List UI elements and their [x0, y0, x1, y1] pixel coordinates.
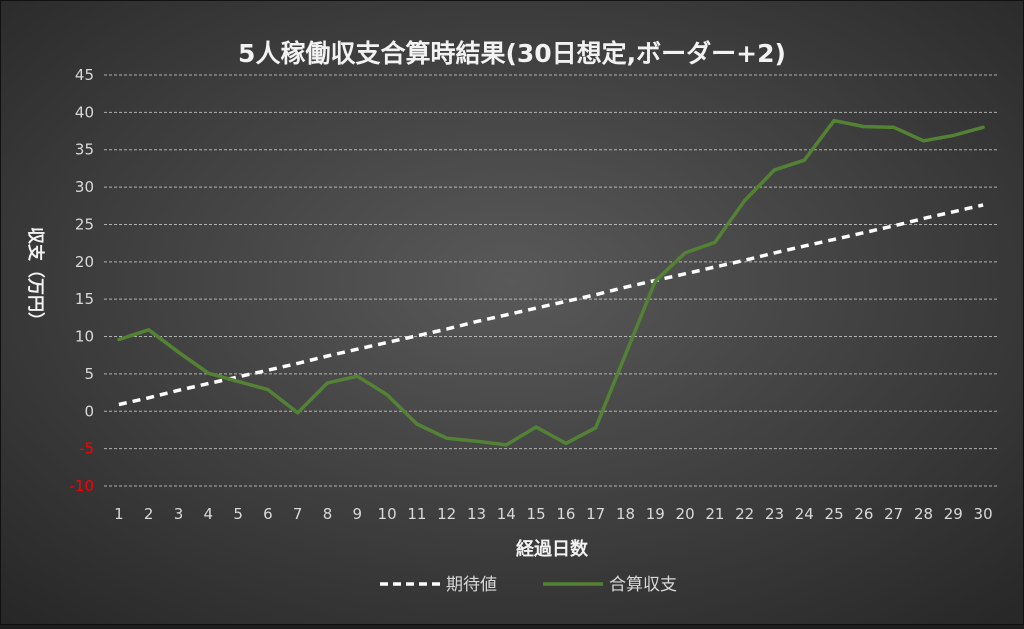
- x-tick-label: 5: [233, 505, 243, 523]
- series-line: [117, 118, 985, 447]
- legend-label: 合算収支: [609, 575, 677, 595]
- x-tick-label: 3: [174, 505, 184, 523]
- x-tick-label: 1: [114, 505, 124, 523]
- y-axis-label: 収支（万円）: [25, 227, 46, 329]
- x-tick-label: 28: [914, 505, 933, 523]
- x-tick-label: 19: [646, 505, 665, 523]
- x-tick-label: 8: [323, 505, 333, 523]
- x-tick-label: 25: [825, 505, 844, 523]
- y-tick-labels: -10 -5 0 5 10 15 20 25 30 35 40 45: [70, 66, 95, 495]
- x-tick-label: 23: [765, 505, 784, 523]
- x-tick-label: 16: [556, 505, 575, 523]
- x-tick-label: 6: [263, 505, 273, 523]
- y-tick-label: 30: [75, 178, 94, 196]
- x-tick-label: 20: [676, 505, 695, 523]
- x-axis-label: 経過日数: [516, 538, 589, 560]
- x-tick-label: 10: [378, 505, 397, 523]
- y-tick-label: 40: [75, 103, 94, 121]
- x-tick-label: 21: [705, 505, 724, 523]
- x-tick-label: 24: [795, 505, 814, 523]
- chart-title: 5人稼働収支合算時結果(30日想定,ボーダー+2): [238, 39, 786, 68]
- x-tick-label: 7: [293, 505, 303, 523]
- x-tick-label: 9: [353, 505, 363, 523]
- x-tick-label: 15: [527, 505, 546, 523]
- legend-label: 期待値: [446, 575, 497, 595]
- x-tick-label: 17: [586, 505, 605, 523]
- series-layer: [117, 118, 985, 447]
- x-tick-label: 12: [437, 505, 456, 523]
- x-tick-label: 29: [944, 505, 963, 523]
- y-tick-label: 45: [75, 66, 94, 84]
- y-tick-label: 5: [84, 365, 94, 383]
- x-tick-label: 22: [735, 505, 754, 523]
- y-tick-label: -5: [79, 440, 94, 458]
- x-tick-label: 11: [407, 505, 426, 523]
- y-tick-label: 0: [84, 402, 94, 420]
- y-tick-label: -10: [70, 477, 95, 495]
- grid-lines: [104, 74, 998, 487]
- x-tick-label: 18: [616, 505, 635, 523]
- x-tick-label: 2: [144, 505, 154, 523]
- x-tick-label: 26: [854, 505, 873, 523]
- x-tick-labels: 1 2 3 4 5 6 7 8 9 10 11 12 13 14 15 16 17 18 19 20 21 22 23 24 2…: [114, 505, 993, 523]
- x-tick-label: 13: [467, 505, 486, 523]
- y-tick-label: 25: [75, 215, 94, 233]
- y-tick-label: 20: [75, 253, 94, 271]
- x-tick-label: 27: [884, 505, 903, 523]
- y-tick-label: 15: [75, 290, 94, 308]
- x-tick-label: 4: [204, 505, 214, 523]
- x-tick-label: 30: [974, 505, 993, 523]
- y-tick-label: 35: [75, 141, 94, 159]
- legend: 期待値 合算収支: [380, 575, 677, 595]
- series-line: [118, 203, 984, 407]
- y-tick-label: 10: [75, 328, 94, 346]
- x-tick-label: 14: [497, 505, 516, 523]
